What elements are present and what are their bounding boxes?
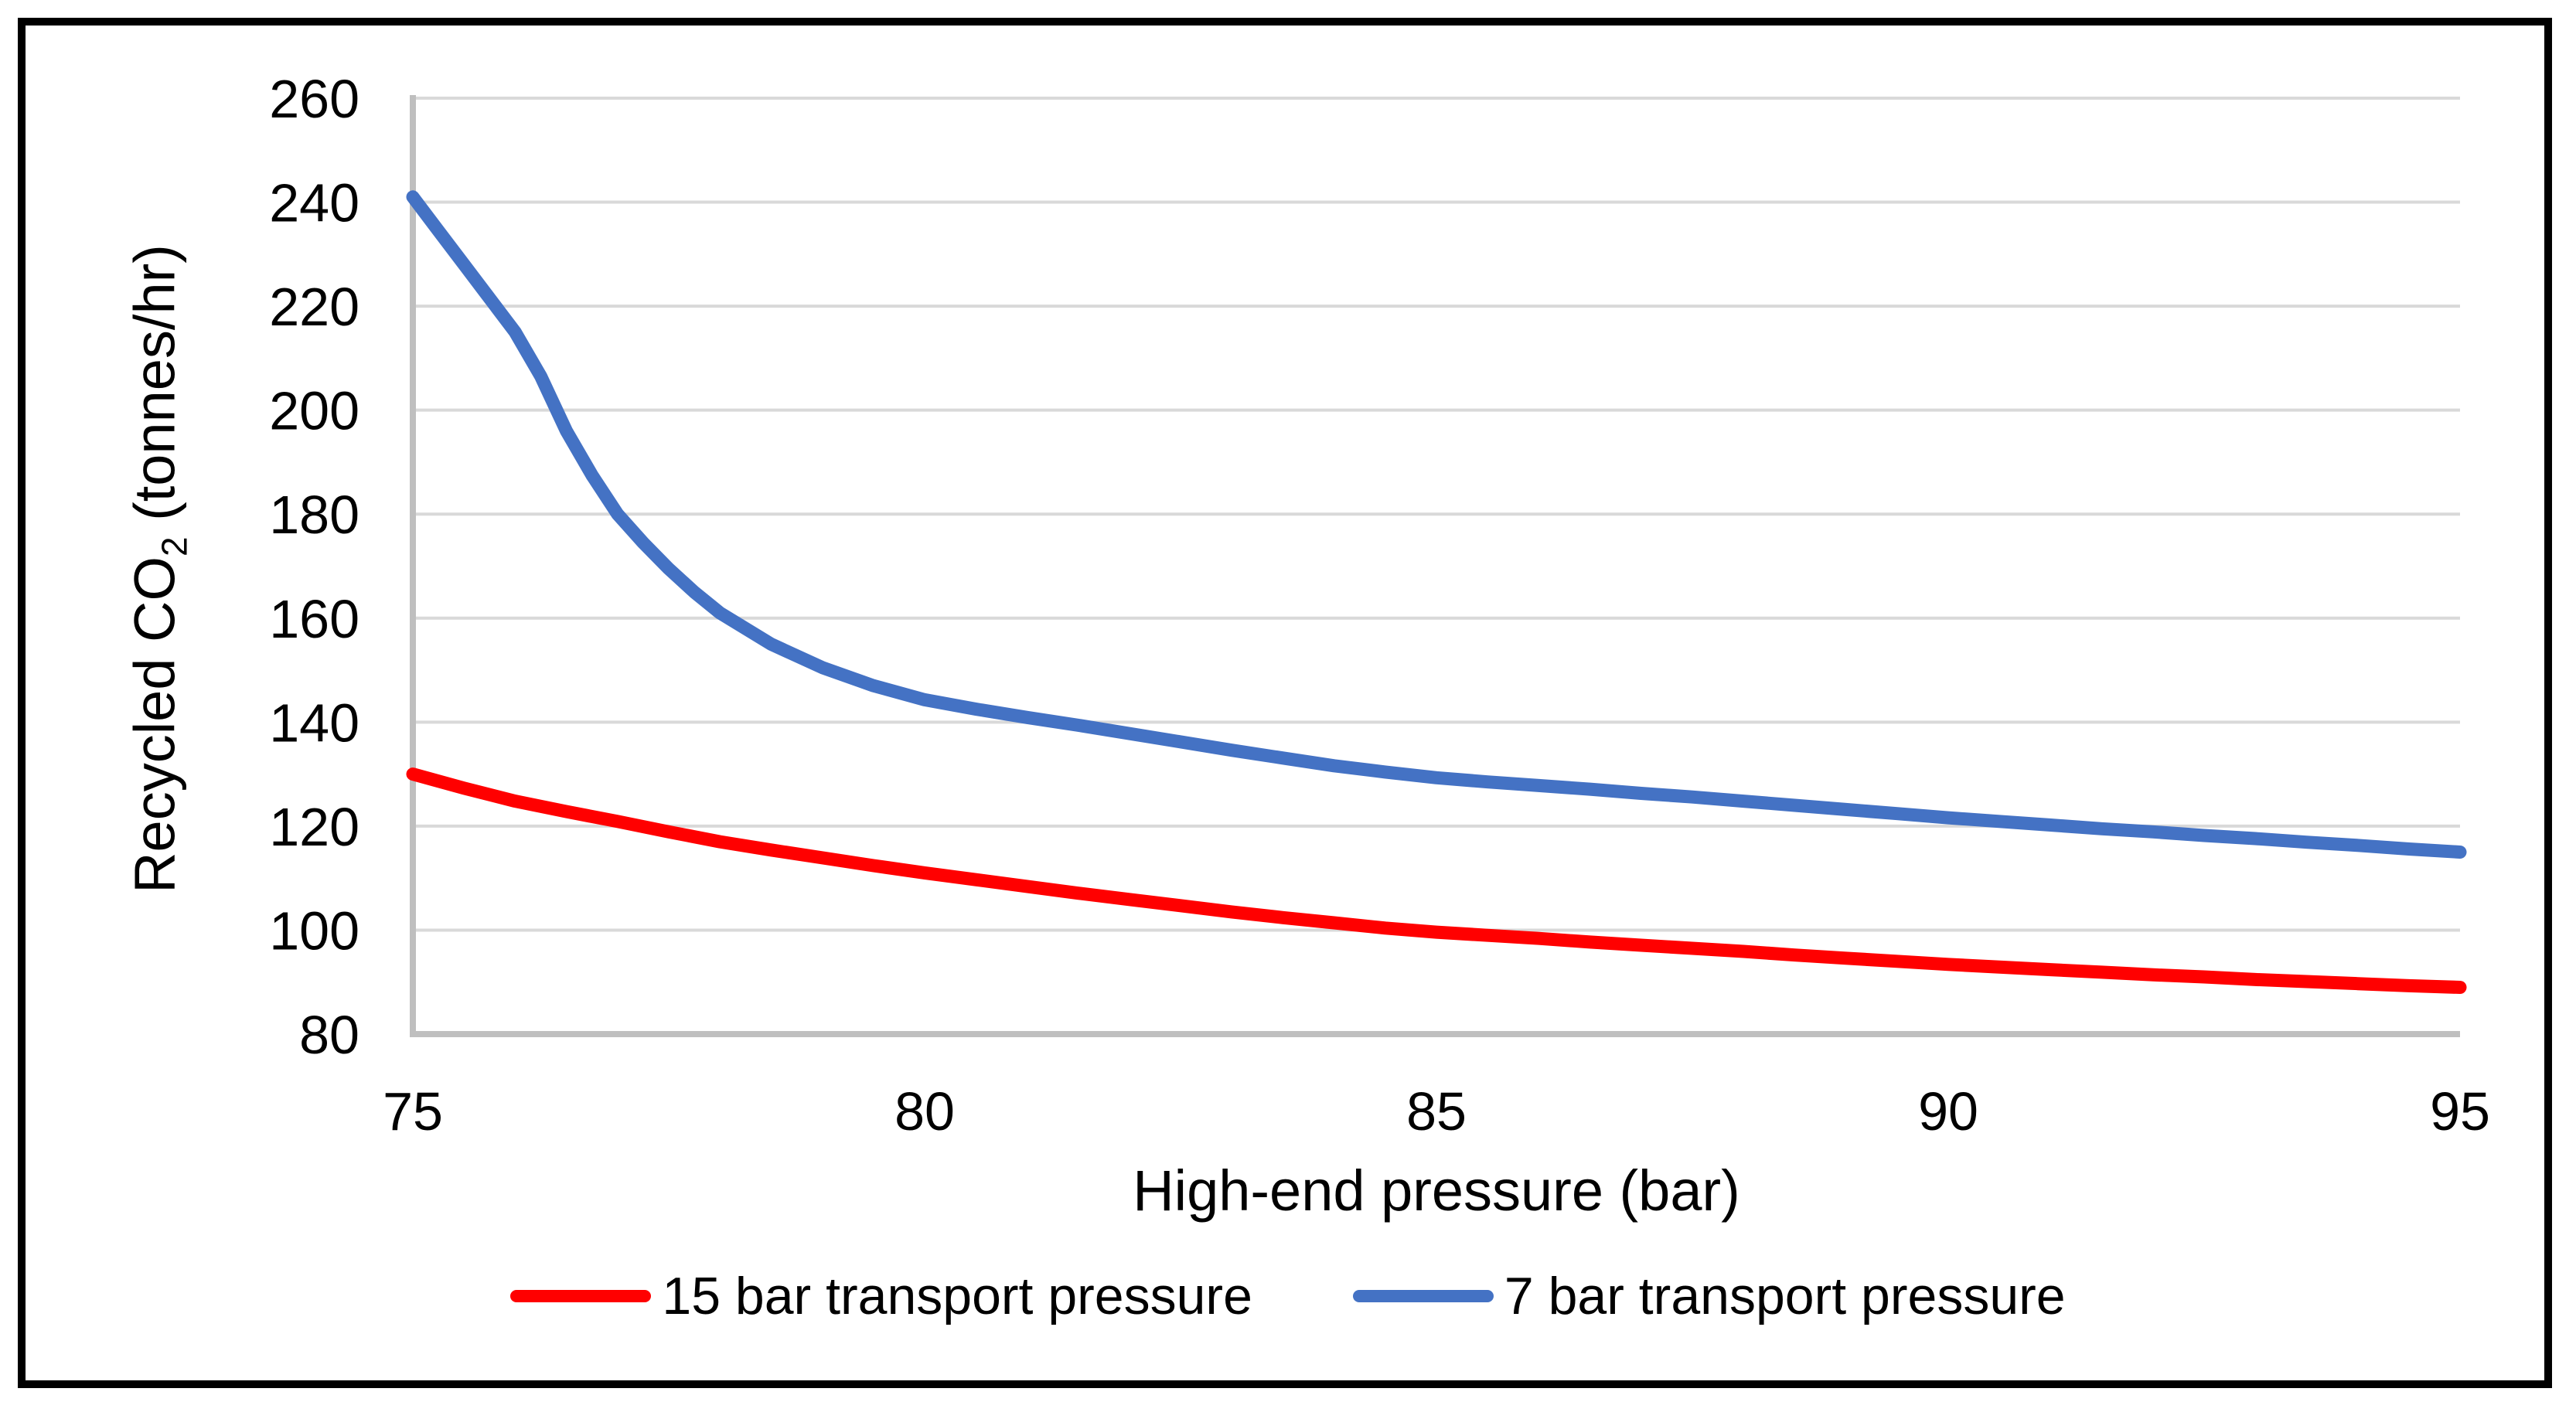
x-tick-label-80: 80 — [894, 1081, 955, 1142]
y-axis-title: Recycled CO2 (tonnes/hr) — [122, 244, 195, 893]
legend-label-7-bar: 7 bar transport pressure — [1504, 1267, 2066, 1325]
x-axis-title: High-end pressure (bar) — [1133, 1159, 1740, 1223]
series-line-15-bar — [406, 767, 2467, 994]
y-tick-label-200: 200 — [269, 381, 359, 441]
x-tick-label-75: 75 — [383, 1081, 443, 1142]
legend-swatch-15-bar-icon — [510, 1290, 652, 1302]
x-tick-label-85: 85 — [1406, 1081, 1467, 1142]
legend-swatch-7-bar-icon — [1352, 1290, 1494, 1302]
y-tick-label-180: 180 — [269, 485, 359, 545]
legend-item-7-bar: 7 bar transport pressure — [1352, 1266, 2066, 1326]
y-tick-label-140: 140 — [269, 692, 359, 753]
y-tick-label-240: 240 — [269, 173, 359, 233]
y-tick-label-260: 260 — [269, 69, 359, 129]
y-tick-label-120: 120 — [269, 797, 359, 857]
y-tick-label-80: 80 — [299, 1005, 359, 1065]
y-tick-label-220: 220 — [269, 277, 359, 337]
y-tick-label-100: 100 — [269, 900, 359, 961]
series-line-7-bar — [406, 190, 2467, 859]
y-axis-title-prefix: Recycled CO — [122, 556, 187, 893]
x-tick-label-90: 90 — [1918, 1081, 1978, 1142]
x-tick-label-95: 95 — [2430, 1081, 2490, 1142]
y-tick-label-160: 160 — [269, 589, 359, 649]
y-axis-title-subscript: 2 — [154, 536, 195, 556]
legend-label-15-bar: 15 bar transport pressure — [662, 1267, 1252, 1325]
legend: 15 bar transport pressure 7 bar transpor… — [0, 1266, 2576, 1326]
y-axis-title-suffix: (tonnes/hr) — [122, 244, 187, 537]
legend-item-15-bar: 15 bar transport pressure — [510, 1266, 1252, 1326]
